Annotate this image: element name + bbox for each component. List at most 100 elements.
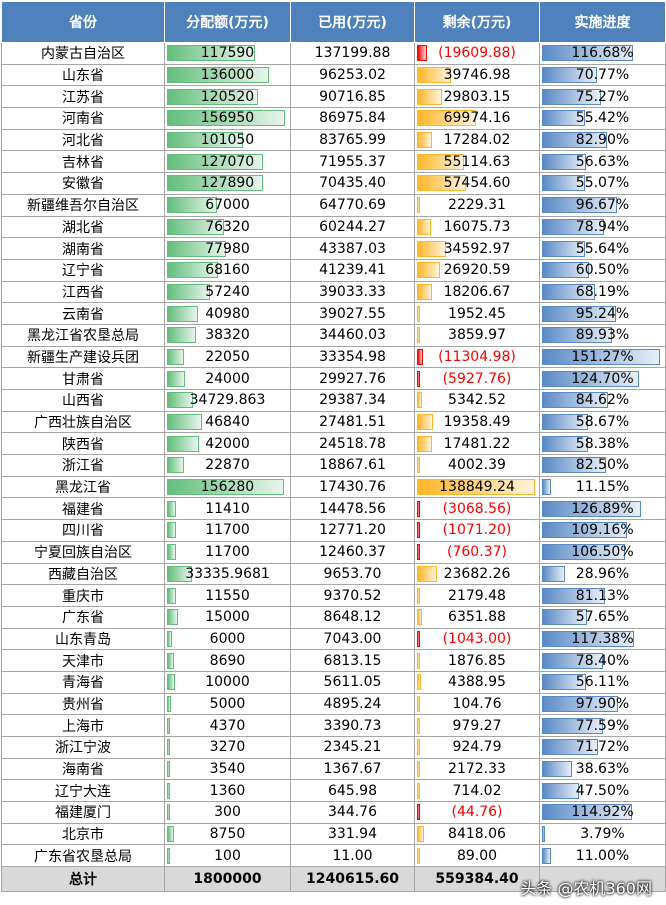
allocation-cell-bar xyxy=(167,544,176,561)
progress-cell: 84.62% xyxy=(539,389,666,412)
remaining-cell-bar xyxy=(417,392,422,409)
allocation-cell-bar xyxy=(167,153,263,170)
allocation-cell: 42000 xyxy=(164,432,291,456)
allocation-cell-value: 6000 xyxy=(209,630,246,647)
remaining-cell-bar xyxy=(417,500,420,517)
used-cell-value: 1367.67 xyxy=(323,761,382,778)
province-cell: 新疆维吾尔自治区 xyxy=(1,193,165,217)
remaining-cell-value: 23682.26 xyxy=(443,565,511,582)
progress-cell: 78.40% xyxy=(539,649,666,672)
allocation-cell-value: 136000 xyxy=(200,67,255,84)
progress-cell-value: 56.11% xyxy=(575,674,630,691)
progress-cell: 82.50% xyxy=(539,454,666,477)
used-cell-value: 96253.02 xyxy=(319,67,386,84)
used-cell-value: 331.94 xyxy=(328,826,377,843)
progress-cell-bar xyxy=(542,630,634,647)
remaining-cell-value: 19358.49 xyxy=(443,414,511,431)
progress-cell-value: 89.93% xyxy=(575,327,630,344)
progress-cell-bar xyxy=(542,847,551,864)
progress-cell-value: 82.50% xyxy=(575,457,630,474)
remaining-cell-value: 714.02 xyxy=(452,782,502,799)
header-remaining[interactable]: 剩余(万元) xyxy=(414,1,540,43)
progress-cell: 60.50% xyxy=(539,258,666,282)
remaining-cell-bar xyxy=(417,565,438,582)
allocation-cell-bar xyxy=(167,717,171,734)
remaining-cell-value: 924.79 xyxy=(452,739,502,756)
remaining-cell: 89.00 xyxy=(414,844,540,868)
progress-cell: 81.13% xyxy=(539,584,666,607)
progress-cell-value: 58.67% xyxy=(575,414,630,431)
progress-cell-value: 75.27% xyxy=(575,88,630,105)
allocation-cell-bar xyxy=(167,305,198,322)
total-row: 总计 1800000 1240615.60 559384.40 xyxy=(1,866,666,893)
allocation-cell-bar xyxy=(167,414,203,431)
header-row: 省份 分配额(万元) 已用(万元) 剩余(万元) 实施进度 xyxy=(1,1,666,43)
allocation-cell-value: 3270 xyxy=(209,739,246,756)
progress-cell-value: 117.38% xyxy=(571,630,634,647)
remaining-cell-bar xyxy=(417,435,432,452)
allocation-cell: 136000 xyxy=(164,63,291,87)
allocation-cell-value: 100 xyxy=(214,847,241,864)
province-cell: 内蒙古自治区 xyxy=(1,42,165,65)
allocation-cell: 127070 xyxy=(164,150,291,174)
remaining-cell-bar xyxy=(417,544,420,561)
table-row: 福建省 11410 14478.56 (3068.56) 126.89% xyxy=(1,497,666,521)
province-cell: 浙江省 xyxy=(1,454,165,477)
progress-cell-bar xyxy=(542,717,603,734)
remaining-cell: 714.02 xyxy=(414,779,540,803)
total-used: 1240615.60 xyxy=(290,866,415,893)
remaining-cell-value: 57454.60 xyxy=(443,175,511,192)
used-cell-value: 18867.61 xyxy=(319,457,386,474)
used-cell: 29927.76 xyxy=(290,367,415,390)
used-cell-value: 3390.73 xyxy=(323,717,382,734)
remaining-cell-bar xyxy=(417,88,443,105)
allocation-cell-value: 67000 xyxy=(205,197,250,214)
used-cell: 14478.56 xyxy=(290,497,415,521)
remaining-cell-value: (5927.76) xyxy=(442,370,512,387)
allocation-cell-value: 42000 xyxy=(205,435,250,452)
allocation-cell: 6000 xyxy=(164,627,291,651)
remaining-cell: 138849.24 xyxy=(414,475,540,499)
allocation-cell: 156280 xyxy=(164,475,291,499)
used-cell-value: 29387.34 xyxy=(319,392,386,409)
header-allocation[interactable]: 分配额(万元) xyxy=(164,1,291,43)
remaining-cell-value: 16075.73 xyxy=(443,218,511,235)
progress-cell-bar xyxy=(542,826,545,843)
allocation-cell: 5000 xyxy=(164,692,291,716)
remaining-cell-value: 17284.02 xyxy=(443,132,511,149)
allocation-cell-bar xyxy=(167,782,170,799)
allocation-cell-value: 57240 xyxy=(205,283,250,300)
remaining-cell-bar xyxy=(417,197,420,214)
table-row: 西藏自治区 33335.9681 9653.70 23682.26 28.96% xyxy=(1,562,666,586)
allocation-cell-value: 11410 xyxy=(205,500,250,517)
province-cell: 西藏自治区 xyxy=(1,562,165,586)
used-cell: 71955.37 xyxy=(290,150,415,174)
used-cell: 41239.41 xyxy=(290,258,415,282)
allocation-cell-bar xyxy=(167,327,196,344)
used-cell-value: 83765.99 xyxy=(319,132,386,149)
header-used[interactable]: 已用(万元) xyxy=(290,1,415,43)
remaining-cell: 924.79 xyxy=(414,736,540,759)
progress-cell-bar xyxy=(542,761,573,778)
progress-cell-value: 71.72% xyxy=(575,739,630,756)
allocation-cell-bar xyxy=(167,240,226,257)
progress-cell-bar xyxy=(542,652,604,669)
progress-cell-value: 38.63% xyxy=(575,761,630,778)
progress-cell-bar xyxy=(542,414,588,431)
allocation-cell-value: 11550 xyxy=(205,587,250,604)
remaining-cell: 16075.73 xyxy=(414,215,540,239)
progress-cell-value: 109.16% xyxy=(571,522,634,539)
remaining-cell: 979.27 xyxy=(414,714,540,737)
province-cell: 黑龙江省 xyxy=(1,475,165,499)
remaining-cell-bar xyxy=(417,370,421,387)
allocation-cell-bar xyxy=(167,262,219,279)
allocation-cell-bar xyxy=(167,457,185,474)
allocation-cell-bar xyxy=(167,45,256,62)
table-row: 海南省 3540 1367.67 2172.33 38.63% xyxy=(1,757,666,781)
used-cell-value: 39027.55 xyxy=(319,305,386,322)
table-row: 江苏省 120520 90716.85 29803.15 75.27% xyxy=(1,85,666,109)
progress-cell-value: 60.50% xyxy=(575,262,630,279)
header-progress[interactable]: 实施进度 xyxy=(539,1,666,43)
header-province[interactable]: 省份 xyxy=(1,1,165,43)
used-cell-value: 9653.70 xyxy=(323,565,382,582)
